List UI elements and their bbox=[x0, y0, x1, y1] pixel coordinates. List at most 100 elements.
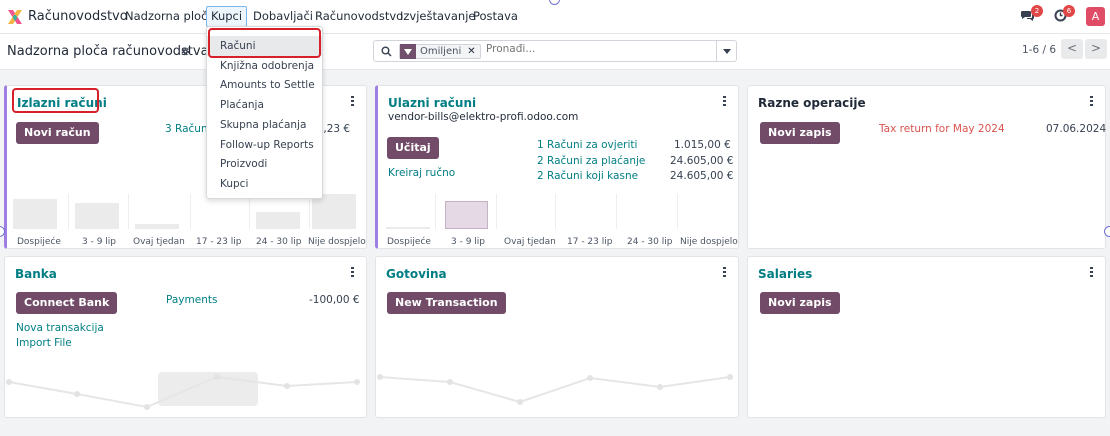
chart-label: Nije dospjelo bbox=[680, 237, 738, 247]
connect-bank-button[interactable]: Connect Bank bbox=[16, 292, 118, 314]
chart-bar[interactable] bbox=[135, 224, 179, 229]
search-options-toggle[interactable] bbox=[716, 41, 736, 61]
chart-label: 3 - 9 lip bbox=[451, 237, 485, 247]
chart-divider bbox=[309, 194, 310, 229]
bills-to-pay-amount: 24.605,00 € bbox=[670, 155, 734, 167]
bank-balance-graph[interactable] bbox=[5, 362, 366, 417]
journal-card-salaries: Salaries Novi zapis bbox=[747, 256, 1106, 418]
vendor-bills-email: vendor-bills@elektro-profi.odoo.com bbox=[388, 111, 579, 123]
chart-label: Ovaj tjedan bbox=[133, 237, 185, 247]
pager-previous-button[interactable]: < bbox=[1061, 39, 1083, 59]
menu-item-follow-up-reports[interactable]: Follow-up Reports bbox=[220, 139, 314, 151]
highlight-racuni bbox=[208, 28, 321, 58]
payments-link[interactable]: Payments bbox=[166, 294, 218, 306]
app-logo-icon[interactable] bbox=[7, 9, 23, 25]
chart-divider bbox=[190, 194, 191, 229]
card-menu-kebab-icon[interactable] bbox=[723, 267, 726, 277]
facet-remove-icon[interactable]: ✕ bbox=[467, 46, 476, 57]
chart-bar[interactable] bbox=[75, 203, 119, 229]
card-title[interactable]: Ulazni računi bbox=[388, 96, 477, 110]
bills-to-pay-link[interactable]: 2 Računi za plaćanje bbox=[537, 155, 646, 167]
card-menu-kebab-icon[interactable] bbox=[1090, 96, 1093, 106]
chart-x-labels: Dospijeće 3 - 9 lip Ovaj tjedan 17 - 23 … bbox=[7, 237, 367, 249]
menu-nadzorna-ploca[interactable]: Nadzorna ploča bbox=[125, 9, 215, 23]
new-invoice-button[interactable]: Novi račun bbox=[16, 122, 99, 144]
card-title[interactable]: Salaries bbox=[758, 267, 813, 281]
chart-label: Dospijeće bbox=[17, 237, 61, 247]
chart-bar[interactable] bbox=[13, 199, 57, 229]
card-title[interactable]: Razne operacije bbox=[758, 96, 866, 110]
chart-label: 24 - 30 lip bbox=[627, 237, 673, 247]
card-title[interactable]: Gotovina bbox=[386, 267, 447, 281]
search-bar[interactable]: Omiljeni ✕ bbox=[373, 40, 737, 62]
chart-label: Dospijeće bbox=[387, 237, 431, 247]
activities-button[interactable]: 6 bbox=[1054, 5, 1075, 25]
user-avatar[interactable]: A bbox=[1086, 7, 1105, 26]
chart-label: 3 - 9 lip bbox=[82, 237, 116, 247]
tax-return-link[interactable]: Tax return for May 2024 bbox=[879, 123, 1005, 135]
chart-bar[interactable] bbox=[386, 227, 430, 229]
upload-button[interactable]: Učitaj bbox=[387, 137, 439, 159]
new-entry-button[interactable]: Novi zapis bbox=[760, 122, 840, 144]
gear-icon[interactable] bbox=[181, 47, 190, 56]
cash-balance-graph[interactable] bbox=[376, 362, 738, 417]
journal-card-misc-operations: Razne operacije Novi zapis Tax return fo… bbox=[747, 85, 1106, 249]
search-facet-favorites[interactable]: Omiljeni ✕ bbox=[399, 44, 481, 59]
card-menu-kebab-icon[interactable] bbox=[1090, 267, 1093, 277]
page-title: Nadzorna ploča računovodstva bbox=[7, 44, 209, 59]
caret-down-icon bbox=[722, 48, 731, 54]
menu-racunovodstvo[interactable]: Računovodstvo bbox=[315, 9, 404, 23]
chart-divider bbox=[128, 194, 129, 229]
pager-next-button[interactable]: > bbox=[1085, 39, 1107, 59]
import-file-link[interactable]: Import File bbox=[16, 337, 72, 349]
chart-divider bbox=[496, 194, 497, 229]
card-title[interactable]: Izlazni računi bbox=[17, 96, 107, 110]
new-transaction-link[interactable]: Nova transakcija bbox=[16, 322, 104, 334]
late-bills-link[interactable]: 2 Računi koji kasne bbox=[537, 170, 639, 182]
chart-label: Ovaj tjedan bbox=[504, 237, 556, 247]
chart-label: 17 - 23 lip bbox=[567, 237, 613, 247]
chart-bar[interactable] bbox=[445, 201, 488, 229]
menu-item-placanja[interactable]: Plaćanja bbox=[220, 99, 264, 111]
card-menu-kebab-icon[interactable] bbox=[351, 96, 354, 106]
chart-label: 24 - 30 lip bbox=[256, 237, 302, 247]
menu-kupci[interactable]: Kupci bbox=[206, 6, 248, 27]
chart-bar[interactable] bbox=[312, 194, 356, 229]
menu-item-racuni[interactable]: Računi bbox=[207, 36, 322, 56]
chart-x-labels: Dospijeće 3 - 9 lip Ovaj tjedan 17 - 23 … bbox=[378, 237, 739, 249]
facet-label: Omiljeni bbox=[420, 46, 462, 57]
chart-bar[interactable] bbox=[256, 212, 300, 229]
search-icon bbox=[381, 46, 392, 57]
app-name[interactable]: Računovodstvo bbox=[28, 9, 128, 24]
menu-item-kupci[interactable]: Kupci bbox=[220, 178, 249, 190]
control-panel: Nadzorna ploča računovodstva Omiljeni ✕ … bbox=[0, 34, 1110, 70]
chart-divider bbox=[555, 194, 556, 229]
menu-item-amounts-to-settle[interactable]: Amounts to Settle bbox=[220, 79, 315, 91]
menu-izvjestavanje[interactable]: Izvještavanje bbox=[400, 9, 476, 23]
menu-item-knjizna-odobrenja[interactable]: Knjižna odobrenja bbox=[220, 60, 315, 72]
bills-to-validate-link[interactable]: 1 Računi za ovjeriti bbox=[537, 139, 638, 151]
pager-value[interactable]: 1-6 / 6 bbox=[1022, 44, 1057, 56]
card-title[interactable]: Banka bbox=[15, 267, 57, 281]
chart-divider bbox=[435, 194, 436, 229]
chart-divider bbox=[249, 194, 250, 229]
menu-item-skupna-placanja[interactable]: Skupna plaćanja bbox=[220, 119, 307, 131]
card-menu-kebab-icon[interactable] bbox=[723, 96, 726, 106]
new-transaction-button[interactable]: New Transaction bbox=[387, 292, 506, 314]
kupci-dropdown-menu: Računi Knjižna odobrenja Amounts to Sett… bbox=[206, 26, 323, 199]
create-manually-link[interactable]: Kreiraj ručno bbox=[388, 167, 456, 179]
resize-handle-right[interactable] bbox=[1104, 226, 1110, 237]
search-input[interactable] bbox=[486, 43, 706, 55]
chart-label: 17 - 23 lip bbox=[196, 237, 242, 247]
menu-dobavljaci[interactable]: Dobavljači bbox=[253, 9, 313, 23]
journal-card-bank: Banka Connect Bank Payments -100,00 € No… bbox=[4, 256, 367, 418]
card-menu-kebab-icon[interactable] bbox=[351, 267, 354, 277]
chart-divider bbox=[68, 194, 69, 229]
invoices-count-link[interactable]: 3 Računi bbox=[165, 123, 211, 135]
menu-postava[interactable]: Postava bbox=[473, 9, 518, 23]
messages-button[interactable]: 2 bbox=[1021, 5, 1043, 25]
journal-card-cash: Gotovina New Transaction bbox=[375, 256, 739, 418]
menu-item-proizvodi[interactable]: Proizvodi bbox=[220, 158, 268, 170]
activities-badge: 6 bbox=[1063, 5, 1075, 17]
new-entry-button[interactable]: Novi zapis bbox=[760, 292, 840, 314]
